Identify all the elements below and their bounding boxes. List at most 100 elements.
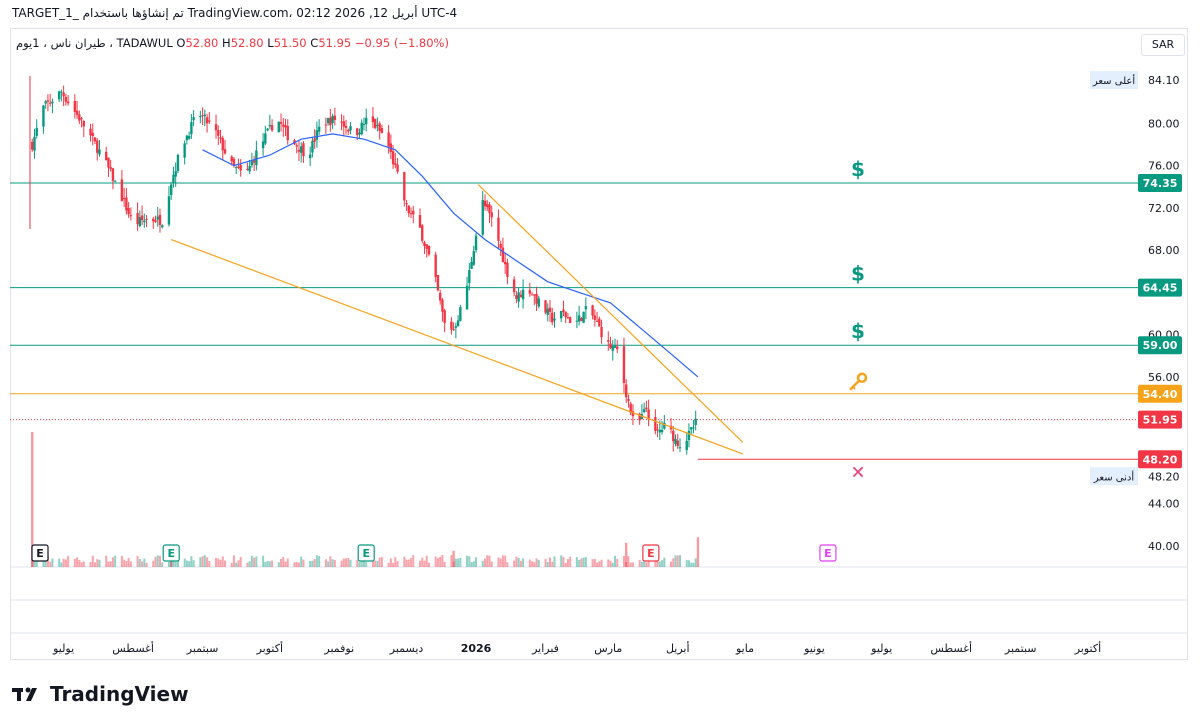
candle[interactable] — [600, 326, 603, 338]
candle[interactable] — [93, 137, 97, 142]
candle[interactable] — [575, 320, 579, 322]
candle[interactable] — [658, 429, 662, 433]
trendline[interactable] — [477, 184, 744, 443]
candle[interactable] — [512, 279, 516, 293]
candle[interactable] — [373, 118, 377, 129]
candle[interactable] — [593, 315, 597, 320]
candle[interactable] — [607, 340, 610, 342]
candle[interactable] — [497, 217, 500, 241]
candle[interactable] — [595, 320, 599, 322]
candle[interactable] — [75, 110, 79, 115]
candle[interactable] — [642, 409, 646, 413]
candle[interactable] — [96, 140, 99, 153]
candle[interactable] — [48, 102, 52, 104]
candle[interactable] — [515, 295, 518, 299]
candle[interactable] — [468, 270, 471, 284]
candle[interactable] — [208, 120, 211, 122]
candle[interactable] — [60, 91, 63, 93]
candle[interactable] — [403, 172, 406, 201]
candle[interactable] — [125, 197, 128, 211]
candle[interactable] — [380, 128, 384, 134]
candle[interactable] — [111, 168, 115, 182]
candle[interactable] — [616, 346, 619, 350]
candle[interactable] — [279, 122, 283, 124]
candle[interactable] — [506, 262, 509, 277]
candle[interactable] — [277, 121, 280, 133]
candle[interactable] — [553, 318, 556, 321]
candle[interactable] — [499, 243, 502, 248]
candle[interactable] — [264, 133, 267, 144]
candle[interactable] — [317, 126, 321, 132]
candle[interactable] — [535, 293, 538, 304]
candle[interactable] — [261, 141, 265, 149]
candle[interactable] — [105, 151, 108, 161]
candle[interactable] — [46, 100, 50, 102]
candle[interactable] — [488, 204, 491, 213]
candle[interactable] — [378, 123, 381, 131]
candle[interactable] — [360, 122, 363, 135]
candle[interactable] — [501, 247, 505, 263]
candle[interactable] — [342, 121, 345, 127]
candle[interactable] — [98, 149, 101, 155]
candle[interactable] — [201, 115, 204, 117]
candle[interactable] — [268, 124, 272, 127]
candle[interactable] — [533, 294, 536, 296]
candle[interactable] — [300, 146, 303, 153]
candle[interactable] — [170, 184, 173, 196]
candle[interactable] — [349, 126, 352, 131]
candle[interactable] — [217, 130, 220, 136]
candle[interactable] — [122, 197, 126, 199]
candle[interactable] — [255, 150, 258, 166]
candle[interactable] — [465, 285, 469, 310]
candle[interactable] — [407, 205, 410, 214]
candle[interactable] — [483, 200, 487, 207]
candle[interactable] — [239, 164, 242, 171]
candle[interactable] — [340, 121, 343, 123]
candle[interactable] — [371, 116, 375, 123]
candle[interactable] — [35, 127, 38, 136]
candle[interactable] — [647, 409, 650, 420]
candle[interactable] — [409, 213, 413, 215]
candle[interactable] — [687, 430, 691, 440]
candle[interactable] — [638, 413, 641, 421]
candle[interactable] — [676, 440, 679, 447]
candle[interactable] — [344, 125, 348, 128]
candle[interactable] — [152, 218, 155, 222]
candle[interactable] — [57, 91, 61, 100]
candle[interactable] — [187, 135, 191, 139]
earnings-marker[interactable] — [642, 544, 660, 562]
trendline[interactable] — [170, 239, 743, 455]
candle[interactable] — [127, 207, 130, 215]
candle[interactable] — [365, 117, 368, 125]
candle[interactable] — [674, 438, 677, 445]
candle[interactable] — [629, 403, 632, 413]
candle[interactable] — [282, 124, 285, 127]
candle[interactable] — [33, 136, 36, 151]
candle[interactable] — [568, 317, 572, 324]
candle[interactable] — [358, 132, 361, 135]
candle[interactable] — [519, 294, 523, 298]
candle[interactable] — [333, 115, 337, 121]
candle[interactable] — [486, 204, 489, 208]
candle[interactable] — [311, 140, 314, 153]
candle[interactable] — [214, 124, 218, 131]
earnings-marker[interactable] — [31, 544, 49, 562]
candle[interactable] — [302, 143, 305, 157]
candle[interactable] — [685, 440, 688, 451]
candle[interactable] — [660, 429, 664, 433]
candle[interactable] — [203, 114, 207, 117]
candle[interactable] — [454, 326, 458, 328]
candle[interactable] — [692, 427, 695, 429]
candle[interactable] — [631, 411, 635, 417]
candle[interactable] — [672, 430, 675, 442]
candle[interactable] — [183, 143, 186, 158]
earnings-marker[interactable] — [357, 544, 375, 562]
candle[interactable] — [663, 422, 666, 429]
candle[interactable] — [517, 292, 520, 302]
candle[interactable] — [551, 312, 554, 323]
candle[interactable] — [376, 125, 379, 127]
candle[interactable] — [286, 126, 289, 141]
candle[interactable] — [230, 156, 233, 162]
candle[interactable] — [450, 321, 453, 330]
candle[interactable] — [297, 149, 301, 152]
